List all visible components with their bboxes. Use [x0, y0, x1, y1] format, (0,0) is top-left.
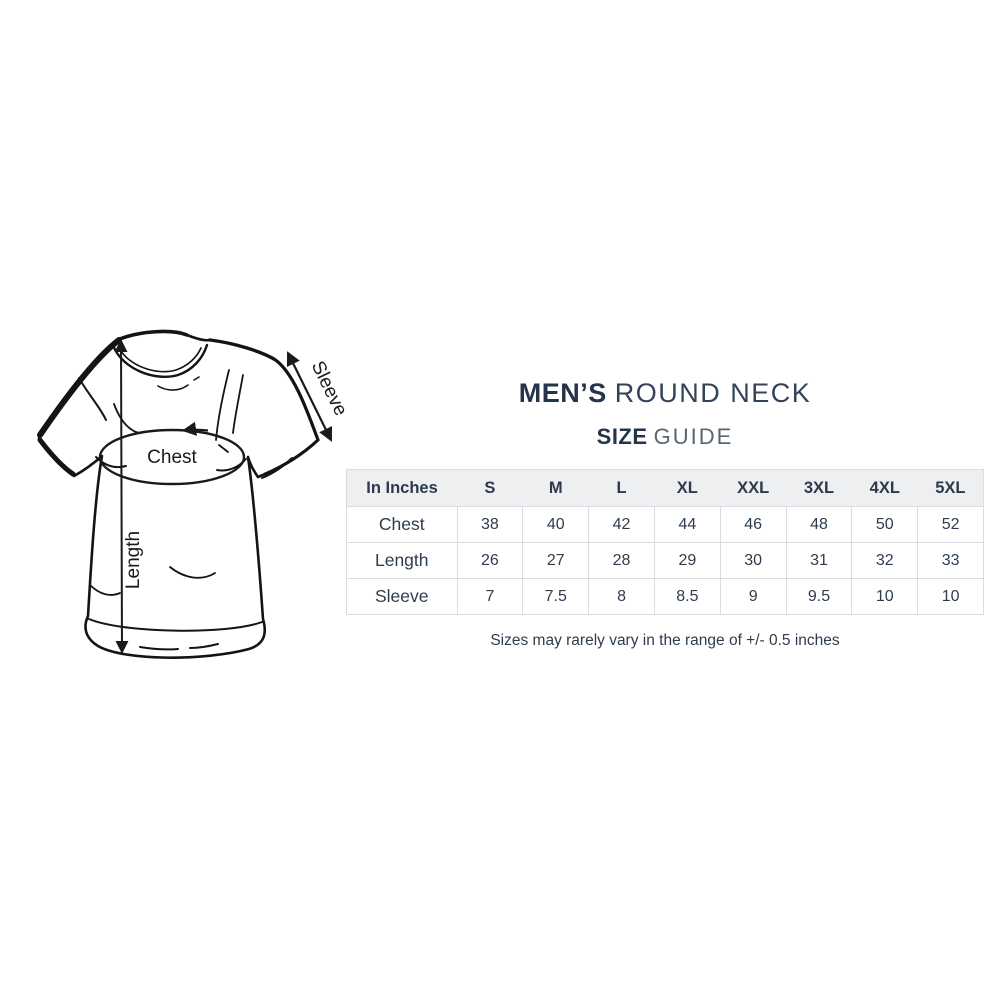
page-subtitle: SIZE GUIDE: [345, 425, 985, 448]
size-value-cell: 50: [851, 506, 919, 544]
table-row: Length 26 27 28 29 30 31 32 33: [346, 542, 984, 580]
measurement-row-label: Sleeve: [346, 578, 458, 616]
size-column-header: L: [588, 469, 655, 508]
size-value-cell: 9: [719, 578, 787, 616]
size-value-cell: 42: [588, 506, 655, 544]
title-bold-part: MEN’S: [518, 378, 607, 408]
size-value-cell: 10: [851, 578, 919, 616]
size-value-cell: 30: [719, 542, 787, 580]
size-disclaimer: Sizes may rarely vary in the range of +/…: [490, 632, 840, 650]
measurement-row-label: Length: [346, 542, 458, 580]
subtitle-light-part: GUIDE: [653, 424, 734, 450]
size-guide-panel: MEN’S ROUND NECK SIZE GUIDE In Inches S M L…: [345, 379, 985, 650]
size-value-cell: 52: [917, 506, 984, 544]
sleeve-arrow: [286, 351, 333, 442]
page-title: MEN’S ROUND NECK: [345, 379, 985, 407]
size-value-cell: 10: [917, 578, 984, 616]
size-column-header: XXL: [720, 469, 787, 508]
size-value-cell: 32: [851, 542, 919, 580]
size-value-cell: 38: [456, 506, 524, 544]
size-value-cell: 48: [785, 506, 853, 544]
size-value-cell: 28: [588, 542, 655, 580]
size-value-cell: 44: [653, 506, 721, 544]
length-arrow: [114, 339, 129, 654]
length-label: Length: [123, 531, 144, 589]
size-column-header: 5XL: [917, 469, 984, 508]
chest-label: Chest: [147, 447, 197, 468]
size-column-header: XL: [654, 469, 721, 508]
table-row: Sleeve 7 7.5 8 8.5 9 9.5 10 10: [346, 578, 984, 616]
size-value-cell: 31: [785, 542, 853, 580]
size-column-header: 3XL: [786, 469, 852, 508]
size-column-header: S: [457, 469, 523, 508]
size-table: In Inches S M L XL XXL 3XL 4XL 5XL Chest 38 40 42 44…: [346, 469, 984, 616]
size-table-body: Chest 38 40 42 44 46 48 50 52 Length 26 27 28 29 30 31 3…: [346, 506, 984, 616]
size-value-cell: 33: [917, 542, 984, 580]
size-value-cell: 46: [719, 506, 787, 544]
size-value-cell: 8: [588, 578, 655, 616]
measurement-row-label: Chest: [346, 506, 458, 544]
size-value-cell: 8.5: [653, 578, 721, 616]
title-light-part: ROUND NECK: [614, 378, 812, 408]
table-row: Chest 38 40 42 44 46 48 50 52: [346, 506, 984, 544]
header-row: In Inches S M L XL XXL 3XL 4XL 5XL: [346, 469, 984, 508]
size-value-cell: 26: [456, 542, 524, 580]
size-value-cell: 7.5: [522, 578, 590, 616]
size-column-header: M: [522, 469, 589, 508]
tshirt-outline: [37, 329, 320, 659]
chest-ellipse: [98, 421, 246, 486]
size-value-cell: 7: [456, 578, 524, 616]
size-table-head: In Inches S M L XL XXL 3XL 4XL 5XL: [346, 469, 984, 508]
subtitle-bold-part: SIZE: [596, 424, 648, 450]
size-value-cell: 29: [653, 542, 721, 580]
tshirt-illustration: Length Chest Sleeve: [37, 329, 351, 659]
size-value-cell: 27: [522, 542, 590, 580]
unit-header-cell: In Inches: [346, 469, 457, 508]
size-value-cell: 40: [522, 506, 590, 544]
size-column-header: 4XL: [851, 469, 918, 508]
size-value-cell: 9.5: [785, 578, 853, 616]
